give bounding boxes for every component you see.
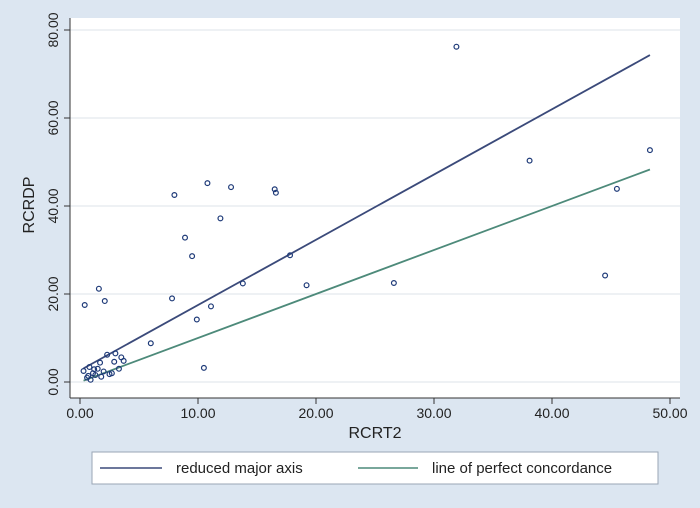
series-line-reduced-major-axis (83, 54, 651, 370)
data-point (94, 365, 101, 372)
data-point (85, 372, 92, 379)
point-layer (80, 43, 653, 383)
data-point (169, 295, 176, 302)
data-point (120, 357, 127, 364)
x-tick-label: 30.00 (416, 405, 451, 421)
data-point (272, 189, 279, 196)
y-tick-label: 80.00 (45, 12, 61, 47)
data-point (390, 280, 397, 287)
data-point (81, 302, 88, 309)
data-point (80, 368, 87, 375)
x-tick-label: 50.00 (652, 405, 687, 421)
data-point (92, 371, 99, 378)
y-axis-title: RCRDP (21, 177, 38, 234)
data-point (189, 253, 196, 260)
data-point (98, 373, 105, 380)
axis-layer: 0.00 20.00 40.00 60.00 80.00 0.00 10.00 20.00 30… (45, 12, 688, 421)
y-tick-label: 60.00 (45, 100, 61, 135)
data-point (86, 364, 93, 371)
legend: reduced major axis line of perfect conco… (91, 451, 659, 485)
data-point (526, 157, 533, 164)
data-point (193, 316, 200, 323)
y-tick-label: 0.00 (45, 368, 61, 395)
data-point (287, 252, 294, 259)
data-point (108, 370, 115, 377)
legend-label-line-of-perfect-concordance: line of perfect concordance (432, 460, 612, 477)
data-point (104, 351, 111, 358)
data-point (204, 180, 211, 187)
data-point (111, 358, 118, 365)
data-point (228, 184, 235, 191)
x-axis-title: RCRT2 (348, 425, 401, 442)
data-point (207, 303, 214, 310)
x-tick-label: 40.00 (534, 405, 569, 421)
data-point (91, 366, 98, 373)
x-tick-label: 20.00 (298, 405, 333, 421)
data-point (239, 280, 246, 287)
series-line-line-of-perfect-concordance (83, 168, 651, 382)
x-tick-label: 0.00 (66, 405, 93, 421)
data-point (95, 285, 102, 292)
data-point (303, 282, 310, 289)
data-point (646, 147, 653, 154)
data-point (101, 298, 108, 305)
data-point (182, 234, 189, 241)
data-point (271, 186, 278, 193)
data-point (613, 185, 620, 192)
data-point (97, 359, 104, 366)
x-tick-label: 10.00 (180, 405, 215, 421)
y-tick-label: 20.00 (45, 276, 61, 311)
data-point (171, 192, 178, 199)
data-point (147, 340, 154, 347)
line-layer (83, 54, 651, 382)
data-point (453, 43, 460, 50)
legend-label-reduced-major-axis: reduced major axis (176, 460, 303, 477)
data-point (115, 365, 122, 372)
data-point (100, 368, 107, 375)
data-point (602, 272, 609, 279)
y-tick-label: 40.00 (45, 188, 61, 223)
data-point (112, 350, 119, 357)
data-point (217, 215, 224, 222)
grid-layer (70, 29, 680, 383)
data-point (200, 364, 207, 371)
